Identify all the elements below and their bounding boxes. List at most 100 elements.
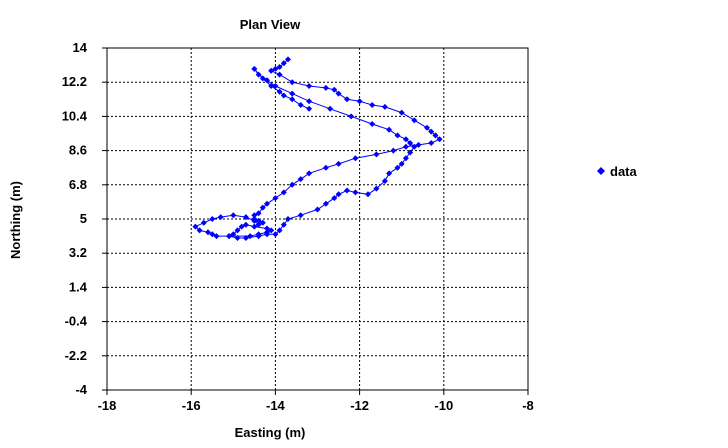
data-point (272, 231, 279, 238)
data-point (335, 160, 342, 167)
data-point (335, 90, 342, 97)
data-point (381, 103, 388, 110)
data-point (264, 231, 270, 238)
data-point (255, 233, 262, 240)
data-point (234, 235, 241, 241)
data-point (234, 227, 241, 234)
data-point (398, 109, 405, 116)
data-point (331, 86, 338, 93)
y-tick-label: 6.8 (69, 177, 87, 192)
data-point (390, 147, 397, 154)
data-point (272, 65, 279, 72)
data-point (238, 223, 245, 230)
data-point (276, 88, 283, 95)
x-tick-label: -14 (266, 398, 286, 413)
data-point (322, 164, 329, 171)
data-point (314, 206, 321, 213)
data-point (213, 233, 220, 240)
data-point (200, 219, 207, 226)
data-point (280, 92, 287, 99)
y-tick-label: 10.4 (62, 108, 88, 123)
data-point (276, 64, 283, 70)
data-point (289, 181, 296, 188)
y-axis-title: Northing (m) (8, 181, 23, 259)
data-point (348, 113, 355, 120)
data-point (306, 105, 313, 112)
data-point (242, 221, 249, 228)
data-point (289, 79, 296, 86)
data-point (251, 223, 258, 230)
data-point (306, 98, 313, 105)
data-point (432, 132, 439, 139)
data-point (335, 191, 342, 198)
data-point (373, 185, 380, 192)
data-point (272, 83, 279, 89)
data-point (196, 227, 203, 234)
data-point (259, 219, 266, 226)
data-point (276, 71, 283, 78)
data-point (230, 231, 237, 238)
data-point (398, 160, 405, 167)
x-tick-label: -10 (434, 398, 453, 413)
data-point (428, 140, 435, 146)
data-point (226, 233, 233, 240)
data-point (322, 200, 329, 207)
data-point (365, 191, 371, 198)
data-point (402, 155, 409, 162)
data-point (297, 102, 304, 108)
x-tick-label: -18 (98, 398, 117, 413)
data-point (428, 128, 435, 135)
x-axis-title: Easting (m) (235, 425, 306, 440)
data-point (264, 77, 270, 84)
data-point (251, 212, 258, 219)
data-point (285, 216, 291, 222)
data-point (407, 140, 414, 146)
data-point (205, 229, 211, 236)
data-point (209, 216, 216, 222)
legend-label: data (610, 164, 638, 179)
data-point (327, 105, 334, 112)
data-point (272, 195, 279, 202)
data-point (268, 227, 275, 234)
y-tick-label: 14 (73, 40, 88, 55)
data-point (306, 170, 313, 177)
data-point (242, 214, 249, 221)
data-point (255, 210, 262, 217)
y-tick-label: 3.2 (69, 245, 87, 260)
data-point (369, 102, 376, 108)
data-point (255, 71, 262, 78)
data-point (209, 231, 216, 238)
data-point (230, 212, 237, 219)
data-point (297, 212, 304, 219)
y-tick-label: -2.2 (65, 348, 87, 363)
data-point (255, 221, 262, 228)
y-tick-label: 1.4 (69, 279, 88, 294)
data-point (280, 60, 287, 67)
data-point (411, 143, 418, 150)
data-point (373, 151, 380, 158)
data-point (386, 170, 393, 177)
y-tick-label: 12.2 (62, 74, 87, 89)
data-point (285, 56, 291, 63)
data-point (289, 96, 296, 103)
y-tick-label: 5 (80, 211, 87, 226)
axis-ticks: -18 -16 -14 -12 -10 -8 -4 -2.2 -0.4 1.4 3.2 5 6.8 8.6… (62, 40, 534, 413)
data-point (394, 132, 401, 139)
data-point (251, 217, 258, 224)
data-point (381, 178, 388, 184)
data-point (356, 98, 363, 105)
data-point (369, 121, 376, 127)
data-point (322, 84, 329, 91)
x-tick-label: -8 (522, 398, 534, 413)
data-point (276, 227, 283, 234)
data-point (352, 189, 359, 196)
legend-marker-diamond-icon (597, 167, 605, 175)
data-point (289, 90, 296, 97)
data-point (297, 176, 304, 183)
y-tick-label: -0.4 (65, 314, 88, 329)
data-point (411, 117, 418, 124)
data-point (424, 124, 430, 131)
data-point (352, 155, 359, 162)
